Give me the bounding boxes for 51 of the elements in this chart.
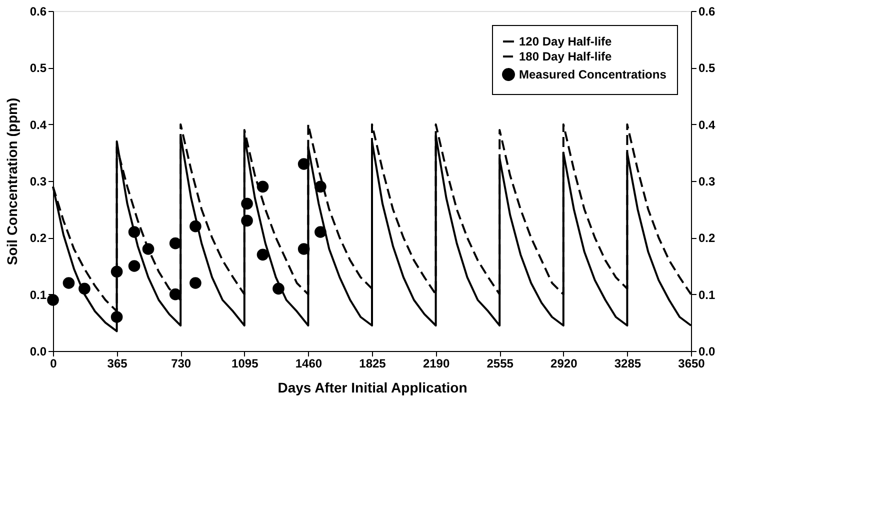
point <box>128 260 140 272</box>
legend-label: 180 Day Half-life <box>519 50 612 64</box>
x-tick-label: 3650 <box>678 356 706 370</box>
x-tick-label: 730 <box>171 356 192 370</box>
point <box>190 277 202 289</box>
y-tick-label: 0.6 <box>30 4 47 18</box>
y2-tick-label: 0.2 <box>698 231 716 246</box>
y-tick-label: 0.1 <box>30 288 47 302</box>
y2-tick-label: 0.3 <box>698 174 716 188</box>
point <box>272 282 284 295</box>
y2-tick-label: 0.5 <box>698 61 716 76</box>
point <box>169 288 182 300</box>
x-axis-title: Days After Initial Application <box>278 380 468 396</box>
y2-tick-label: 0.1 <box>698 288 716 302</box>
y2-tick-label: 0.4 <box>698 118 716 132</box>
point <box>62 277 75 289</box>
point <box>241 214 253 227</box>
y-tick-label: 0.3 <box>30 174 47 188</box>
point <box>314 226 326 238</box>
point <box>256 180 269 193</box>
point <box>298 158 310 170</box>
point <box>256 248 269 261</box>
y-tick-label: 0.5 <box>30 61 47 76</box>
point <box>142 243 154 255</box>
point <box>78 282 90 295</box>
x-tick-label: 365 <box>107 356 128 370</box>
x-tick-label: 2555 <box>486 356 514 370</box>
point <box>110 266 123 278</box>
y-tick-label: 0.2 <box>30 231 47 246</box>
y2-tick-label: 0.0 <box>698 344 716 358</box>
x-tick-label: 2920 <box>550 356 578 370</box>
legend-label: Measured Concentrations <box>519 68 667 82</box>
legend-label: 120 Day Half-life <box>519 34 612 48</box>
x-tick-label: 1825 <box>359 356 386 370</box>
point <box>110 311 123 323</box>
x-tick-label: 1460 <box>295 356 322 370</box>
y2-tick-label: 0.6 <box>698 4 716 18</box>
point <box>128 226 140 238</box>
x-tick-label: 2190 <box>422 356 450 370</box>
point <box>169 237 182 250</box>
point <box>314 180 326 193</box>
x-tick-label: 0 <box>50 356 58 370</box>
y-tick-label: 0.0 <box>30 344 47 358</box>
point <box>298 243 310 255</box>
x-tick-label: 3285 <box>614 356 642 370</box>
y-tick-label: 0.4 <box>30 118 47 132</box>
point <box>241 198 253 210</box>
x-tick-label: 1095 <box>232 356 259 370</box>
point <box>190 220 202 232</box>
point <box>47 294 59 306</box>
y-axis-title: Soil Concentration (ppm) <box>4 98 20 266</box>
